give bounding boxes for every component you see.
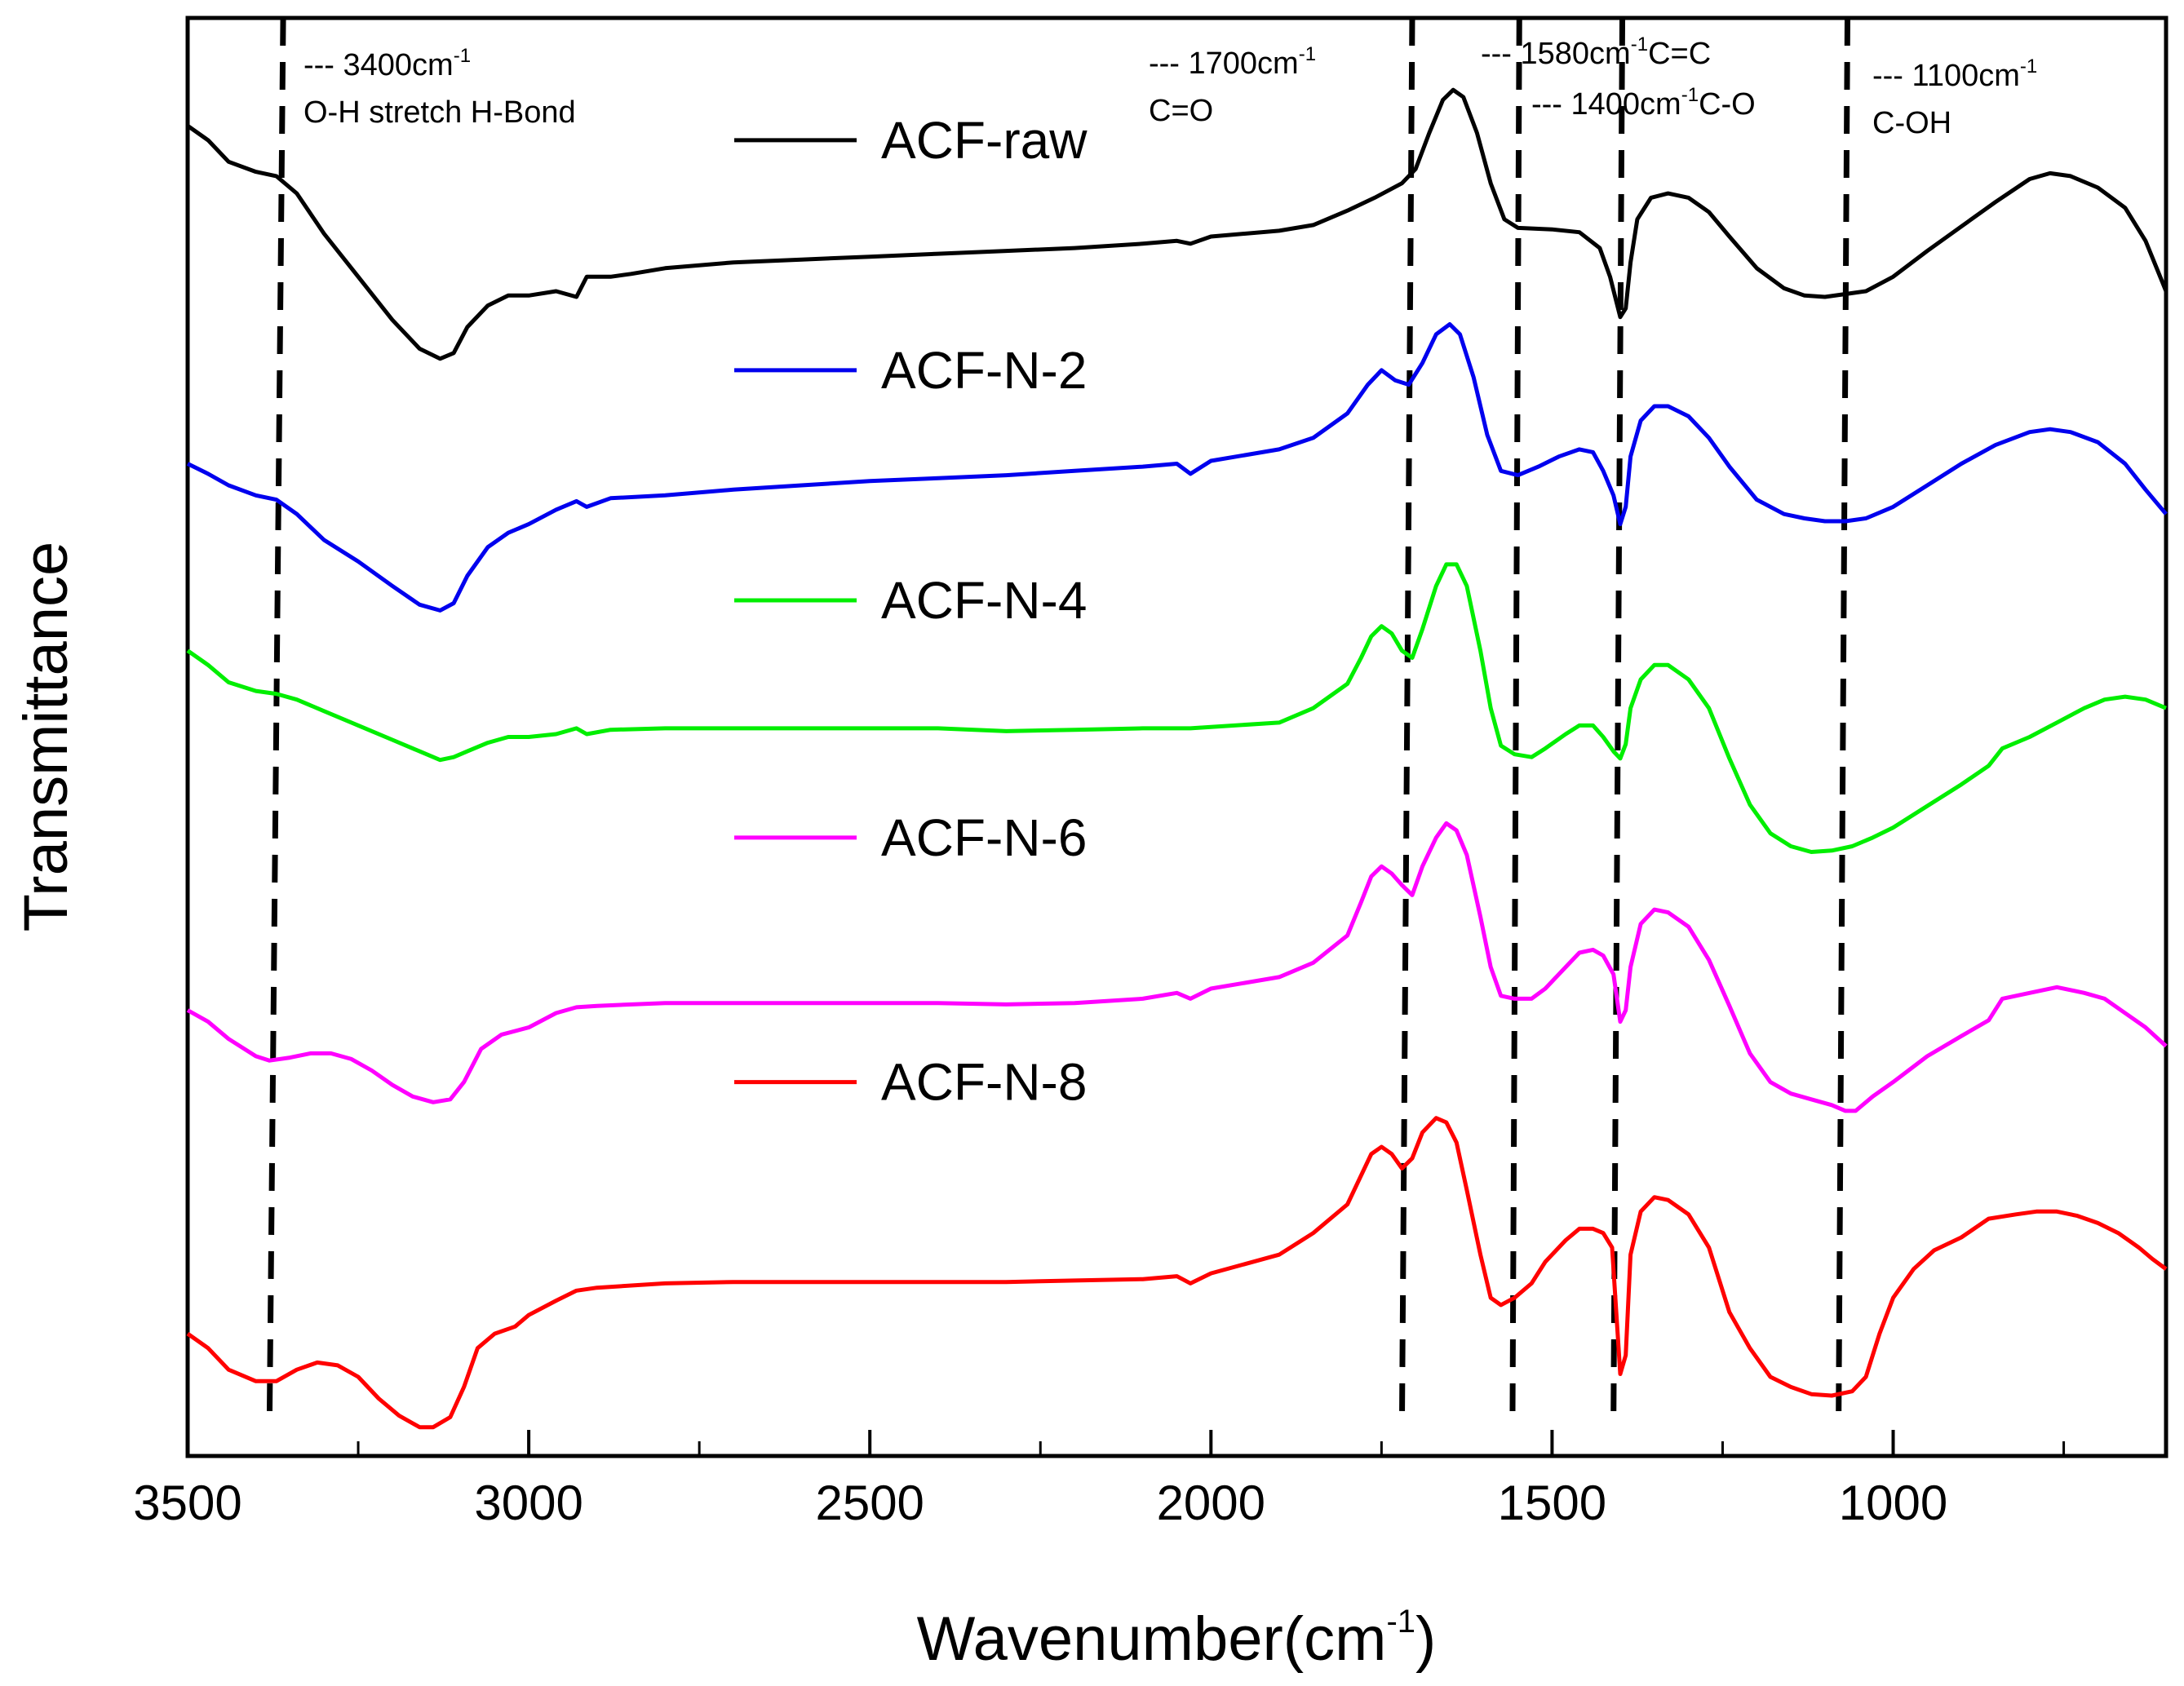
ref-line-1400 <box>1610 17 1626 1424</box>
series-line-ACF-raw <box>186 87 2168 361</box>
series-line-ACF-N-6 <box>186 821 2168 1113</box>
legend-label-ACF-N-6: ACF-N-6 <box>881 808 1087 867</box>
reference-lines <box>266 17 1850 1424</box>
legend-label-ACF-N-8: ACF-N-8 <box>881 1053 1087 1112</box>
reference-labels: --- 3400cm-1 O-H stretch H-Bond --- 1700cm… <box>303 33 2037 140</box>
ref-label-1400-line-0: --- 1400cm-1C-O <box>1531 84 1756 122</box>
x-tick-label-3000: 3000 <box>474 1476 583 1530</box>
legend-label-ACF-N-4: ACF-N-4 <box>881 571 1087 630</box>
ref-line-1100 <box>1836 17 1850 1424</box>
ref-label-1100-line-1: C-OH <box>1872 106 1951 140</box>
x-axis-tick-labels: 3500 3000 2500 2000 1500 1000 <box>133 1476 1947 1530</box>
ref-label-1580-line-0: --- 1580cm-1C=C <box>1481 33 1711 71</box>
series-line-ACF-N-4 <box>186 562 2167 854</box>
legend-label-ACF-N-2: ACF-N-2 <box>881 341 1087 400</box>
x-tick-label-1000: 1000 <box>1839 1476 1947 1530</box>
legend-label-ACF-raw: ACF-raw <box>881 111 1088 170</box>
ref-label-3400-line-0: --- 3400cm-1 <box>303 45 471 82</box>
x-axis-title-superscript: -1 <box>1386 1604 1415 1640</box>
y-axis-title: Transmittance <box>11 542 81 932</box>
x-axis-title: Wavenumber(cm-1) <box>917 1604 1437 1674</box>
x-tick-label-3500: 3500 <box>133 1476 241 1530</box>
ref-label-1100-line-0: --- 1100cm-1 <box>1872 55 2037 93</box>
x-tick-label-2500: 2500 <box>815 1476 924 1530</box>
ref-line-1580 <box>1509 17 1522 1424</box>
series-line-ACF-N-8 <box>186 1116 2168 1430</box>
x-tick-label-2000: 2000 <box>1157 1476 1265 1530</box>
x-tick-label-1500: 1500 <box>1498 1476 1606 1530</box>
plot-frame <box>185 15 2168 1458</box>
x-axis-title-suffix: ) <box>1415 1604 1436 1674</box>
series-lines <box>186 87 2168 1430</box>
ref-line-1700 <box>1398 17 1415 1424</box>
series-line-ACF-N-2 <box>186 322 2168 613</box>
legend: ACF-raw ACF-N-2 ACF-N-4 ACF-N-6 ACF-N-8 <box>734 111 1088 1112</box>
x-axis-title-text: Wavenumber(cm <box>917 1604 1387 1674</box>
ref-label-1700-line-0: --- 1700cm-1 <box>1149 43 1316 81</box>
ref-label-3400-line-1: O-H stretch H-Bond <box>303 95 576 130</box>
ref-line-3400 <box>266 17 286 1424</box>
x-axis-ticks <box>186 1430 2066 1456</box>
ref-label-1700-line-1: C=O <box>1149 94 1213 128</box>
